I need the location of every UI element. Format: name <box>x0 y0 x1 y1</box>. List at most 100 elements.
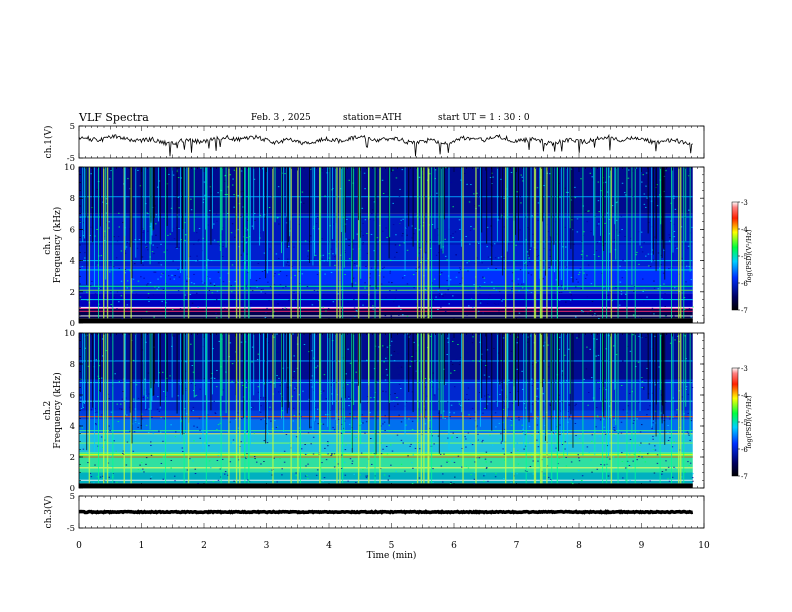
noise-speck <box>281 468 283 470</box>
noise-speck <box>237 433 239 435</box>
noise-speck <box>542 277 545 279</box>
noise-speck <box>109 429 111 431</box>
noise-speck <box>230 442 232 444</box>
noise-speck <box>161 371 164 373</box>
noise-speck <box>415 370 417 372</box>
noise-speck <box>625 434 627 436</box>
noise-speck <box>564 246 567 248</box>
noise-speck <box>166 249 168 251</box>
noise-speck <box>446 353 448 355</box>
noise-speck <box>349 413 351 415</box>
noise-speck <box>229 174 232 176</box>
noise-speck <box>412 274 415 276</box>
noise-speck <box>577 469 580 471</box>
noise-speck <box>400 366 403 368</box>
noise-speck <box>638 401 640 403</box>
noise-speck <box>463 172 466 174</box>
noise-speck <box>413 341 415 343</box>
noise-speck <box>401 235 403 237</box>
noise-speck <box>398 244 401 246</box>
noise-speck <box>197 373 199 375</box>
noise-speck <box>386 453 389 455</box>
noise-speck <box>277 186 280 188</box>
noise-speck <box>295 387 297 389</box>
noise-speck <box>418 252 421 254</box>
noise-speck <box>100 255 103 257</box>
noise-speck <box>267 281 269 283</box>
noise-speck <box>577 281 579 283</box>
noise-speck <box>671 448 674 450</box>
noise-speck <box>424 288 427 290</box>
noise-speck <box>502 408 505 410</box>
noise-speck <box>478 188 481 190</box>
noise-speck <box>193 243 195 245</box>
noise-speck <box>382 390 384 392</box>
noise-speck <box>216 429 218 431</box>
noise-speck <box>673 195 675 197</box>
noise-speck <box>612 345 615 347</box>
noise-speck <box>184 234 187 236</box>
noise-speck <box>493 347 495 349</box>
noise-speck <box>446 440 448 442</box>
noise-speck <box>514 192 516 194</box>
noise-speck <box>532 202 535 204</box>
noise-speck <box>461 284 464 286</box>
noise-speck <box>597 200 600 202</box>
noise-speck <box>657 303 659 305</box>
noise-speck <box>204 194 206 196</box>
noise-speck <box>611 205 614 207</box>
noise-speck <box>364 188 366 190</box>
noise-speck <box>642 290 644 292</box>
noise-speck <box>381 182 384 184</box>
noise-speck <box>489 294 491 296</box>
noise-speck <box>183 408 186 410</box>
noise-speck <box>203 282 206 284</box>
noise-speck <box>174 480 176 482</box>
noise-speck <box>625 479 627 481</box>
noise-speck <box>487 256 490 258</box>
noise-speck <box>549 404 552 406</box>
noise-speck <box>474 355 477 357</box>
noise-speck <box>531 364 534 366</box>
noise-speck <box>117 210 119 212</box>
noise-speck <box>497 303 500 305</box>
noise-speck <box>580 214 583 216</box>
noise-speck <box>690 316 692 318</box>
noise-speck <box>227 318 230 320</box>
noise-speck <box>79 261 81 263</box>
noise-speck <box>578 271 581 273</box>
noise-speck <box>603 418 605 420</box>
noise-speck <box>467 305 470 307</box>
noise-speck <box>246 229 249 231</box>
noise-speck <box>385 296 387 298</box>
noise-speck <box>656 211 658 213</box>
noise-speck <box>542 345 545 347</box>
noise-speck <box>620 290 623 292</box>
noise-speck <box>293 355 295 357</box>
noise-speck <box>649 405 651 407</box>
noise-speck <box>247 479 249 481</box>
noise-speck <box>192 406 195 408</box>
noise-speck <box>113 296 115 298</box>
noise-speck <box>157 262 160 264</box>
noise-speck <box>572 479 575 481</box>
noise-speck <box>129 430 131 432</box>
noise-speck <box>217 424 220 426</box>
noise-speck <box>113 481 115 483</box>
noise-speck <box>455 169 458 171</box>
noise-speck <box>126 414 128 416</box>
noise-speck <box>161 300 163 302</box>
noise-speck <box>532 473 535 475</box>
noise-speck <box>190 209 193 211</box>
noise-speck <box>177 177 180 179</box>
noise-speck <box>355 371 358 373</box>
noise-speck <box>527 316 530 318</box>
noise-speck <box>89 285 92 287</box>
noise-speck <box>421 377 423 379</box>
noise-speck <box>609 306 611 308</box>
noise-speck <box>597 382 600 384</box>
noise-speck <box>182 450 184 452</box>
noise-speck <box>256 345 259 347</box>
noise-speck <box>274 272 276 274</box>
noise-speck <box>483 277 486 279</box>
